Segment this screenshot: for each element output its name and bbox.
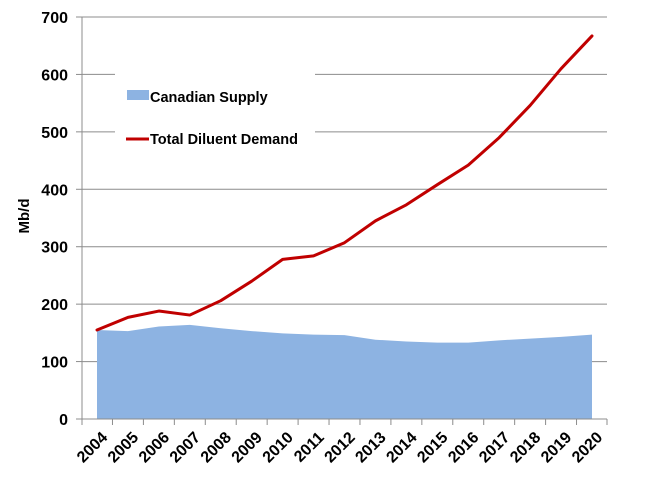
series-line-total-diluent-demand [95,34,594,332]
y-tick-label: 200 [41,297,68,314]
x-tick-label: 2017 [476,429,513,466]
series-area-canadian-supply [97,324,592,419]
x-tick-label: 2006 [136,429,173,466]
y-tick-label: 500 [41,125,68,142]
y-tick-labels: 0 100 200 300 400 500 600 700 [41,10,68,429]
y-tick-label: 400 [41,182,68,199]
demand-line-layer [95,34,594,332]
legend-label-total-diluent-demand: Total Diluent Demand [150,132,298,148]
x-tick-label: 2018 [507,429,544,466]
x-tick-labels: 2004200520062007200820092010201120122013… [74,429,606,466]
axes [76,16,608,425]
x-tick-label: 2019 [538,429,575,466]
x-tick-label: 2014 [383,429,420,466]
y-tick-label: 0 [59,412,68,429]
x-tick-label: 2012 [321,429,358,466]
legend: Canadian Supply Total Diluent Demand [115,72,315,160]
supply-area-layer [97,324,592,419]
y-tick-label: 100 [41,355,68,372]
legend-background [115,72,315,160]
x-tick-label: 2020 [569,429,606,466]
x-tick-label: 2015 [414,429,451,466]
x-tick-label: 2008 [198,429,235,466]
y-tick-label: 600 [41,67,68,84]
legend-label-canadian-supply: Canadian Supply [150,90,268,106]
y-tick-label: 300 [41,240,68,257]
y-tick-label: 700 [41,10,68,27]
y-axis-label: Mb/d [16,199,33,234]
x-tick-label: 2009 [229,429,266,466]
x-tick-label: 2010 [260,429,297,466]
x-tick-label: 2004 [74,429,111,466]
x-tick-label: 2011 [291,429,328,466]
x-tick-label: 2013 [352,429,389,466]
x-tick-label: 2007 [167,429,204,466]
legend-swatch-canadian-supply [127,90,149,100]
x-tick-label: 2016 [445,429,482,466]
x-tick-label: 2005 [105,429,142,466]
